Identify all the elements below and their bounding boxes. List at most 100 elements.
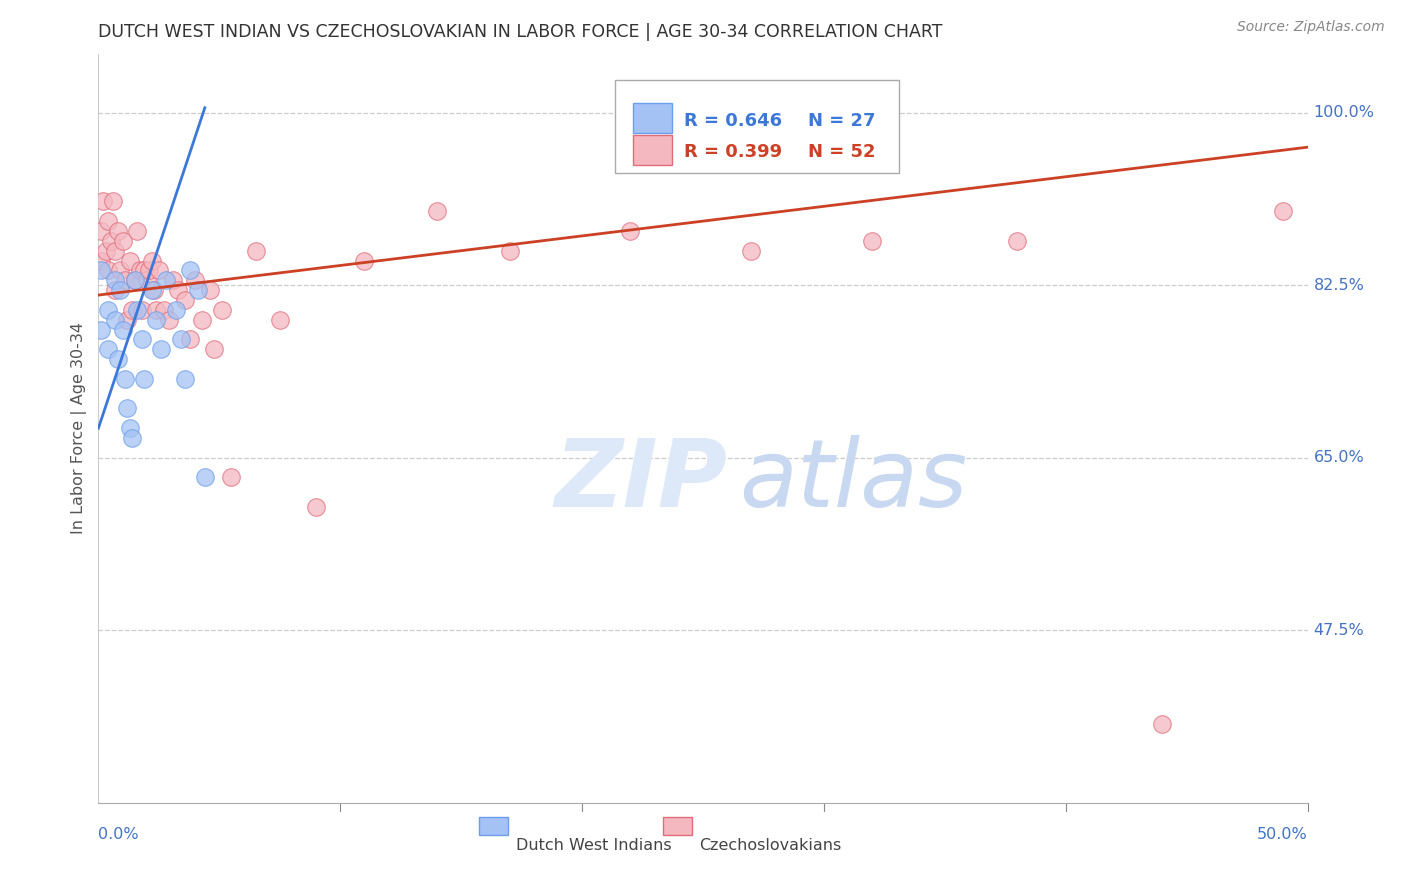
Point — [162, 273, 184, 287]
Text: 82.5%: 82.5% — [1313, 277, 1364, 293]
Point — [138, 263, 160, 277]
Point — [104, 244, 127, 258]
Text: 47.5%: 47.5% — [1313, 623, 1364, 638]
Point — [150, 343, 173, 357]
Point — [94, 244, 117, 258]
Point — [97, 302, 120, 317]
Point — [174, 372, 197, 386]
Point — [100, 234, 122, 248]
Point — [90, 224, 112, 238]
Point — [221, 470, 243, 484]
Text: 50.0%: 50.0% — [1257, 828, 1308, 842]
Point — [174, 293, 197, 307]
Point — [118, 253, 141, 268]
Point — [121, 302, 143, 317]
Text: 0.0%: 0.0% — [98, 828, 139, 842]
Point — [90, 322, 112, 336]
Point — [121, 431, 143, 445]
Point — [619, 224, 641, 238]
FancyBboxPatch shape — [479, 817, 509, 835]
Point — [117, 401, 139, 416]
FancyBboxPatch shape — [664, 817, 692, 835]
Point — [1007, 234, 1029, 248]
Point — [145, 302, 167, 317]
Point — [101, 194, 124, 209]
Point — [187, 283, 209, 297]
Point — [498, 244, 520, 258]
Point — [179, 263, 201, 277]
Point — [104, 312, 127, 326]
Text: Source: ZipAtlas.com: Source: ZipAtlas.com — [1237, 20, 1385, 34]
Point — [97, 343, 120, 357]
Point — [305, 500, 328, 514]
Point — [108, 263, 131, 277]
Point — [127, 302, 149, 317]
Point — [97, 214, 120, 228]
Point — [165, 302, 187, 317]
Point — [184, 273, 207, 287]
Point — [426, 204, 449, 219]
Point — [245, 244, 267, 258]
Point — [1152, 717, 1174, 731]
Text: Dutch West Indians: Dutch West Indians — [516, 838, 671, 853]
Point — [204, 343, 226, 357]
Point — [104, 283, 127, 297]
Point — [141, 283, 163, 297]
FancyBboxPatch shape — [633, 103, 672, 133]
Point — [134, 372, 156, 386]
Point — [108, 283, 131, 297]
Point — [155, 273, 177, 287]
Point — [111, 322, 134, 336]
Text: DUTCH WEST INDIAN VS CZECHOSLOVAKIAN IN LABOR FORCE | AGE 30-34 CORRELATION CHAR: DUTCH WEST INDIAN VS CZECHOSLOVAKIAN IN … — [98, 23, 943, 41]
Y-axis label: In Labor Force | Age 30-34: In Labor Force | Age 30-34 — [72, 322, 87, 534]
Point — [167, 283, 190, 297]
Point — [117, 312, 139, 326]
Text: Czechoslovakians: Czechoslovakians — [699, 838, 842, 853]
Point — [143, 283, 166, 297]
Point — [1272, 204, 1295, 219]
Point — [194, 470, 217, 484]
Point — [198, 283, 221, 297]
Point — [157, 312, 180, 326]
Point — [211, 302, 233, 317]
Text: R = 0.399: R = 0.399 — [683, 144, 782, 161]
Point — [124, 273, 146, 287]
Point — [131, 302, 153, 317]
Point — [191, 312, 214, 326]
Point — [860, 234, 883, 248]
Point — [141, 253, 163, 268]
Text: atlas: atlas — [740, 435, 967, 526]
Text: R = 0.646: R = 0.646 — [683, 112, 782, 129]
Point — [107, 224, 129, 238]
FancyBboxPatch shape — [633, 135, 672, 164]
Text: N = 52: N = 52 — [808, 144, 876, 161]
Text: N = 27: N = 27 — [808, 112, 876, 129]
Point — [148, 263, 170, 277]
Text: 100.0%: 100.0% — [1313, 105, 1375, 120]
Point — [118, 421, 141, 435]
Point — [353, 253, 375, 268]
Point — [145, 312, 167, 326]
Text: 65.0%: 65.0% — [1313, 450, 1364, 466]
Point — [128, 263, 150, 277]
Point — [152, 302, 174, 317]
Point — [107, 352, 129, 367]
Point — [114, 372, 136, 386]
Point — [114, 273, 136, 287]
Point — [91, 194, 114, 209]
Point — [131, 333, 153, 347]
Point — [135, 273, 157, 287]
Point — [169, 333, 191, 347]
Point — [124, 273, 146, 287]
Point — [740, 244, 762, 258]
Point — [269, 312, 291, 326]
Point — [97, 263, 120, 277]
Point — [179, 333, 201, 347]
FancyBboxPatch shape — [614, 79, 898, 173]
Point — [104, 273, 127, 287]
Point — [90, 253, 112, 268]
Text: ZIP: ZIP — [554, 434, 727, 526]
Point — [90, 263, 112, 277]
Point — [111, 234, 134, 248]
Point — [134, 263, 156, 277]
